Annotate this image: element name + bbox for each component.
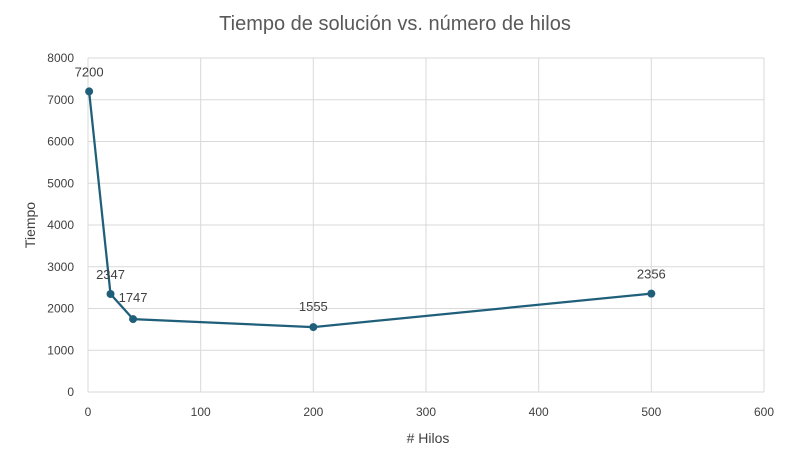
data-point: [647, 289, 656, 298]
data-label: 2347: [96, 267, 125, 282]
x-axis-ticks: 0 100 200 300 400 500 600: [85, 405, 775, 419]
y-tick-label: 5000: [47, 176, 74, 190]
data-point: [106, 290, 115, 299]
data-label: 2356: [637, 267, 666, 282]
data-label: 1555: [299, 299, 328, 314]
series-line: [87, 91, 652, 329]
x-tick-label: 0: [85, 405, 92, 419]
x-tick-label: 200: [303, 405, 323, 419]
y-tick-label: 0: [67, 385, 74, 399]
y-tick-label: 3000: [47, 260, 74, 274]
y-tick-label: 7000: [47, 93, 74, 107]
data-points: [85, 87, 656, 332]
data-label: 1747: [119, 290, 148, 305]
data-labels: 7200 2347 1747 1555 2356: [75, 64, 666, 314]
y-tick-label: 6000: [47, 135, 74, 149]
x-tick-label: 100: [191, 405, 211, 419]
grid: [87, 57, 765, 393]
x-tick-label: 600: [754, 405, 774, 419]
y-tick-label: 8000: [47, 51, 74, 65]
data-point: [129, 315, 138, 324]
x-tick-label: 500: [641, 405, 661, 419]
y-axis-title: Tiempo: [22, 202, 38, 248]
x-axis-title: # Hilos: [407, 430, 450, 446]
x-tick-label: 300: [416, 405, 436, 419]
data-point: [309, 323, 318, 332]
y-axis-ticks: 0 1000 2000 3000 4000 5000 6000 7000 8000: [47, 51, 74, 399]
y-tick-label: 4000: [47, 218, 74, 232]
data-label: 7200: [75, 64, 104, 79]
chart-title: Tiempo de solución vs. número de hilos: [219, 13, 571, 35]
y-tick-label: 1000: [47, 343, 74, 357]
y-tick-label: 2000: [47, 302, 74, 316]
data-point: [85, 87, 94, 96]
x-tick-label: 400: [529, 405, 549, 419]
